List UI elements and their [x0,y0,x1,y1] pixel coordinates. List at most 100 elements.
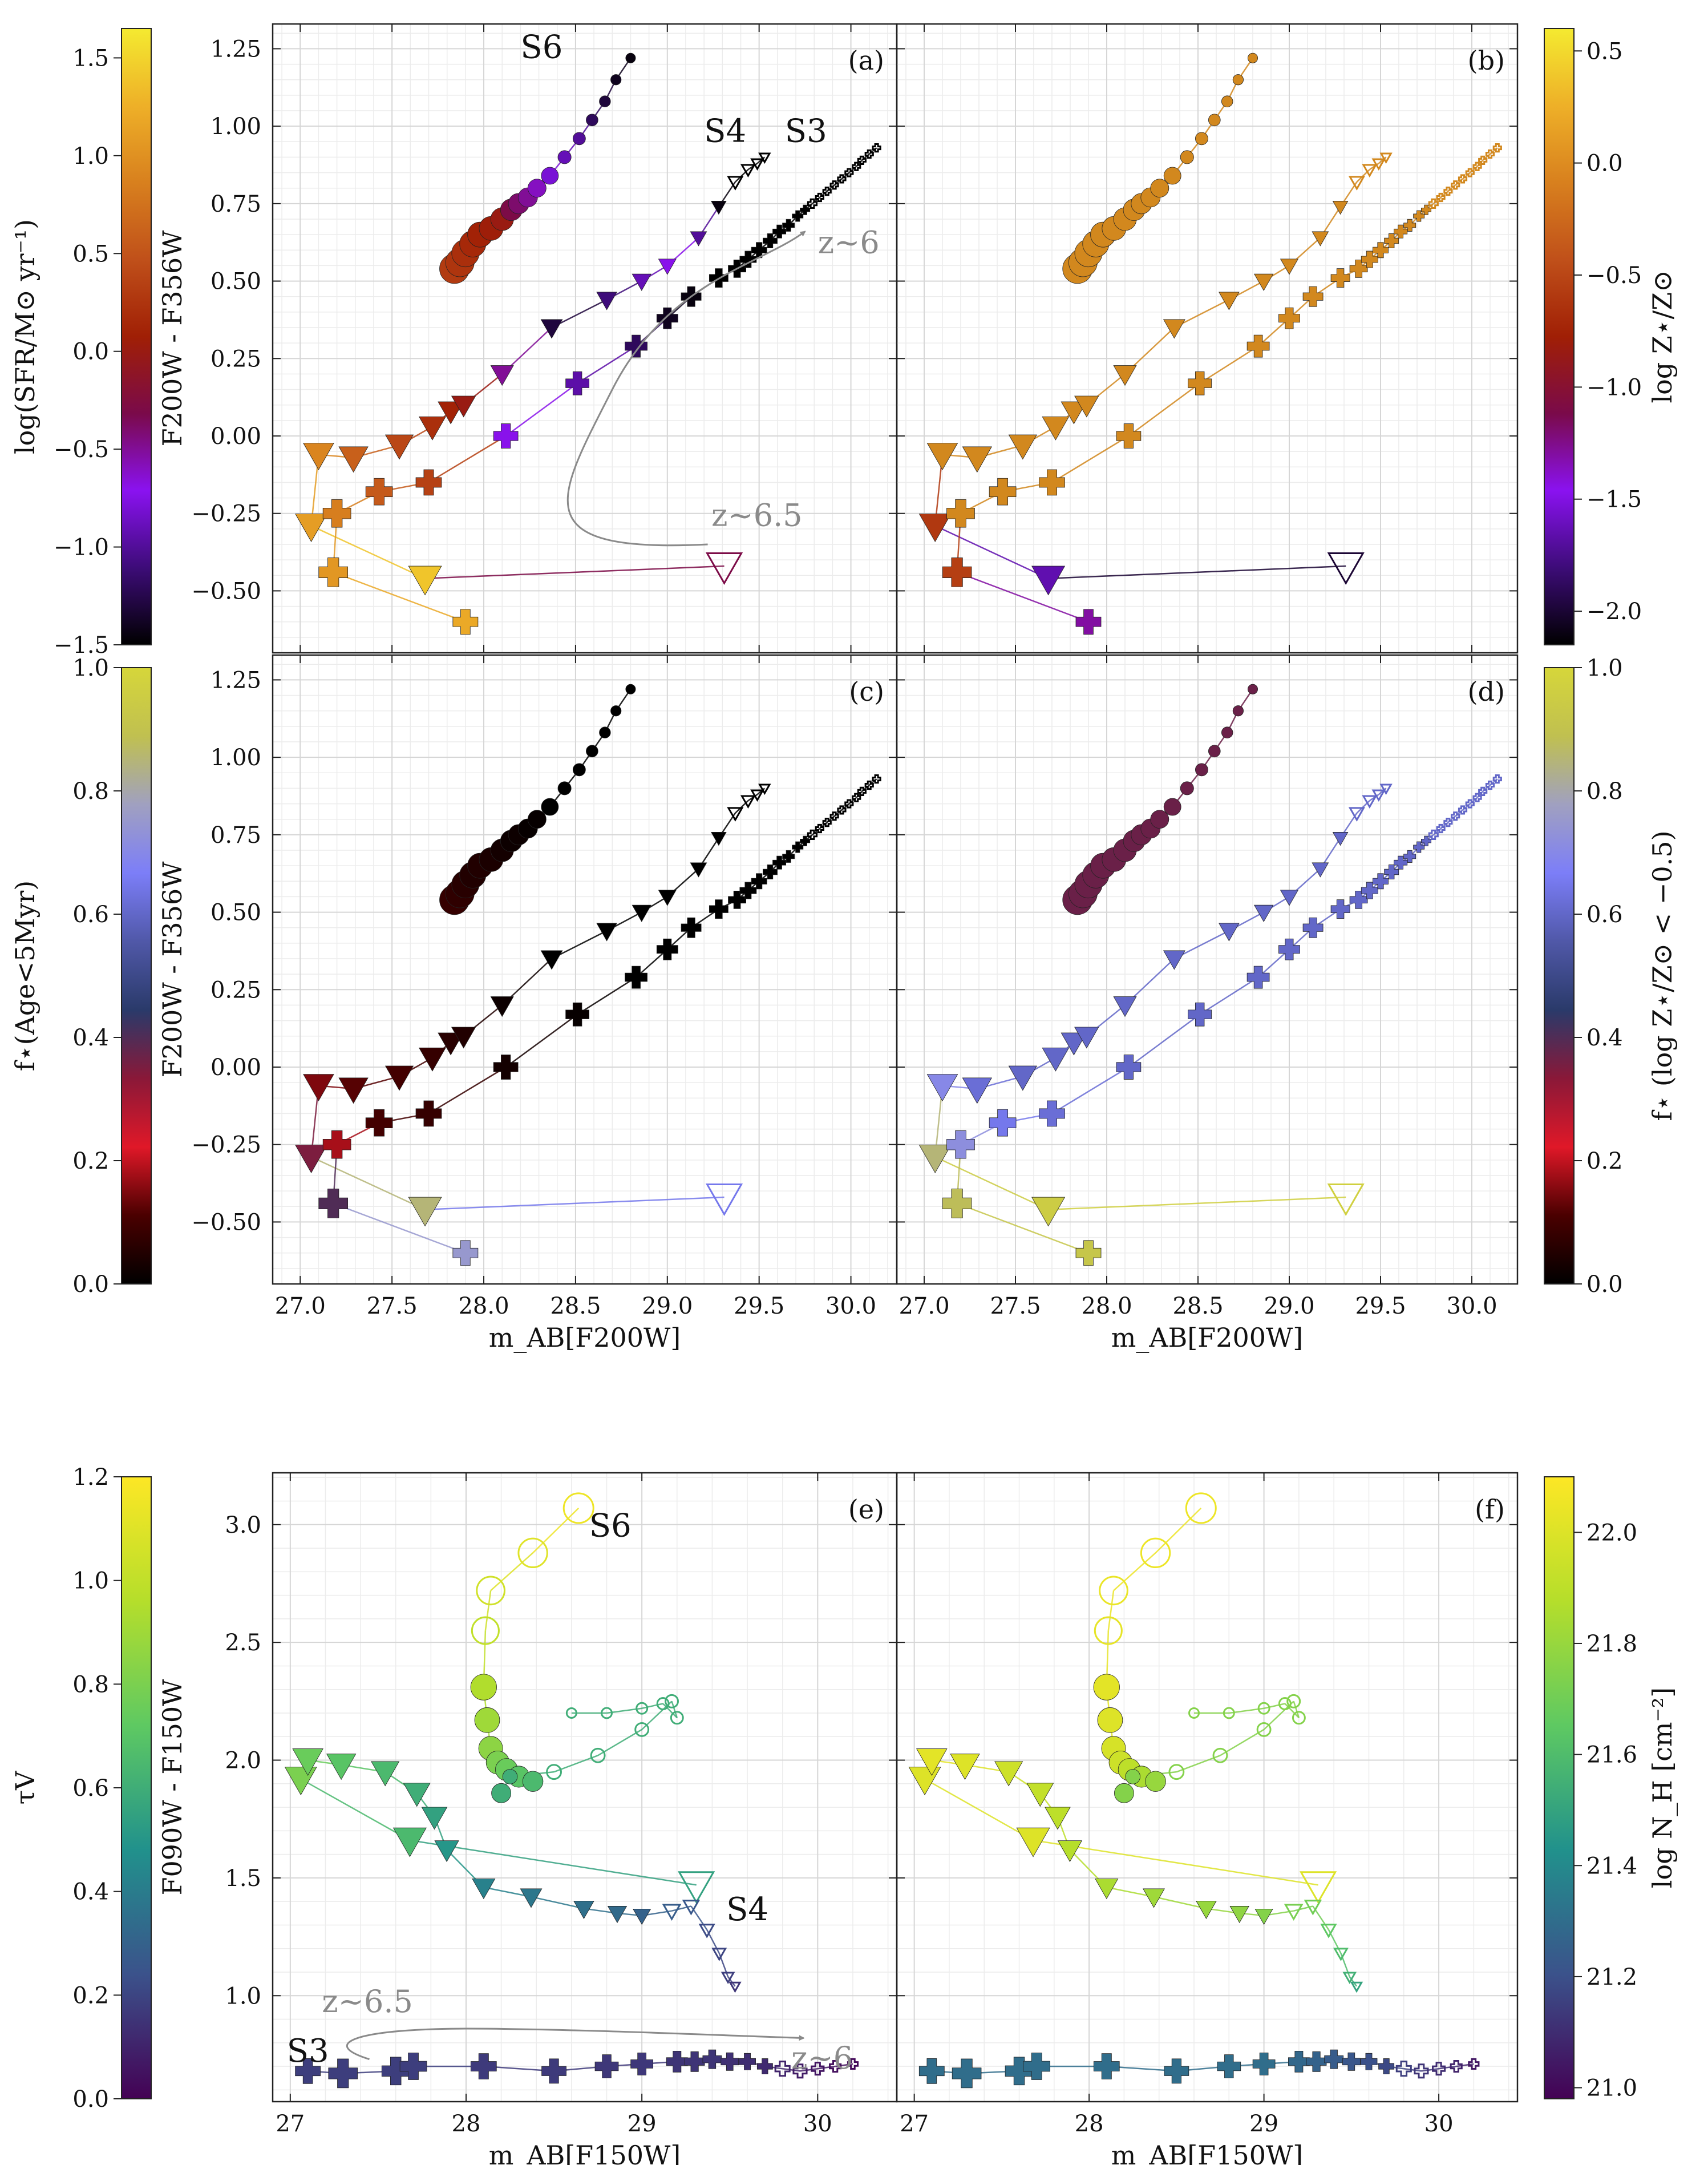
data-point [1342,2052,1361,2071]
data-point [678,1871,715,1904]
series-line-segment [505,1013,578,1068]
data-point [599,726,611,738]
data-point [1360,2053,1378,2070]
data-point [1143,1888,1165,1908]
series-line-segment [756,787,766,795]
series-line-segment [835,2063,853,2067]
data-point [665,1694,679,1708]
data-point [565,1002,589,1027]
series-line-segment [662,1703,678,1719]
data-point [452,1240,479,1266]
series-line-segment [410,1839,697,1886]
series-line-segment [428,1066,507,1114]
data-point [540,319,563,339]
data-point [633,1909,651,1925]
colorbar: 0.0 0.2 0.4 0.6 0.8 1.0 1.2 τV [10,1464,152,2113]
data-point [541,798,559,816]
data-point [721,1972,735,1985]
series-line-segment [551,930,608,960]
grid [897,24,1517,653]
series-line-segment [490,1552,533,1592]
data-point [1443,187,1453,196]
series-line-segment [1033,1839,1318,1886]
series-s3 [318,143,881,635]
data-point [527,179,547,198]
x-axis-label: m_AB[F150W] [1111,2140,1304,2165]
series-name-label: S6 [589,1507,632,1544]
panel-label: (a) [848,45,884,76]
grid [273,655,897,1285]
series-s6 [439,52,636,284]
data-point [328,2058,358,2089]
data-point [1378,2058,1395,2075]
series-line-segment [505,382,578,437]
data-point [728,890,746,909]
data-point [681,917,702,938]
data-point [295,2058,321,2084]
colorbar-bar [1544,1476,1575,2099]
y-tick-label: 1.5 [225,1865,261,1892]
data-point [438,401,464,425]
panel-label: (b) [1468,45,1505,76]
data-point [438,1032,464,1056]
series-line-segment [1349,1976,1358,1987]
series-line-segment [483,1887,532,1898]
colorbar-label: f⋆ (log Z⋆/Z⊙ < −0.5) [1647,830,1678,1121]
colorbar-tick-label: 1.2 [72,1464,109,1491]
data-point [590,1747,606,1763]
data-point [573,1900,594,1919]
data-point [711,201,727,215]
data-point [418,1047,446,1072]
colorbar-tick-label: 0.4 [72,1879,109,1905]
data-point [1280,258,1299,275]
data-point [1114,1783,1134,1803]
series-s6 [439,684,636,915]
data-point [658,258,677,275]
series-s4 [284,1748,742,1993]
redshift-arrow [566,231,806,547]
data-point [562,1492,594,1524]
series-line-segment [1155,1508,1202,1554]
x-tick-label: 27.0 [275,1293,326,1319]
data-point [656,938,678,960]
series-line-segment [1173,299,1229,329]
data-point [670,1711,684,1725]
data-point [800,204,811,215]
data-point [1113,996,1137,1017]
colorbar-tick-label: 0.4 [72,1025,109,1051]
data-point [1093,1674,1120,1701]
colorbar-label: log N_H [cm⁻²] [1647,1687,1678,1888]
data-point [792,210,804,222]
data-point [421,1807,448,1830]
data-point [711,832,727,846]
y-axis-label: F200W - F356W [157,861,188,1078]
data-point [698,1924,715,1938]
data-point [295,1145,328,1173]
data-point [625,334,647,358]
data-point [1208,114,1221,127]
data-point [1168,1764,1185,1780]
data-point [1221,95,1233,107]
data-point [728,1981,742,1993]
data-point [1219,923,1240,942]
data-point [1217,2054,1241,2078]
y-tick-label: 0.25 [211,977,261,1003]
data-point [1492,143,1502,153]
data-point [1185,1492,1217,1524]
data-point [740,164,756,178]
data-point [1188,371,1212,395]
data-point [1465,799,1475,809]
y-tick-label: −0.50 [191,578,261,604]
y-tick-label: 1.0 [225,1983,261,2009]
data-point [1247,684,1258,694]
series-name-label: S4 [704,112,746,150]
data-point [1246,966,1270,989]
data-point [916,1748,948,1776]
data-point [630,2053,654,2075]
data-point [946,1130,975,1159]
colorbar: 21.0 21.2 21.4 21.6 21.8 22.0 log N_H [cm⁻²] [1544,1476,1678,2102]
data-point [522,1771,544,1792]
data-point [565,1707,577,1719]
series-s6 [470,1492,684,1803]
data-point [1485,149,1495,159]
